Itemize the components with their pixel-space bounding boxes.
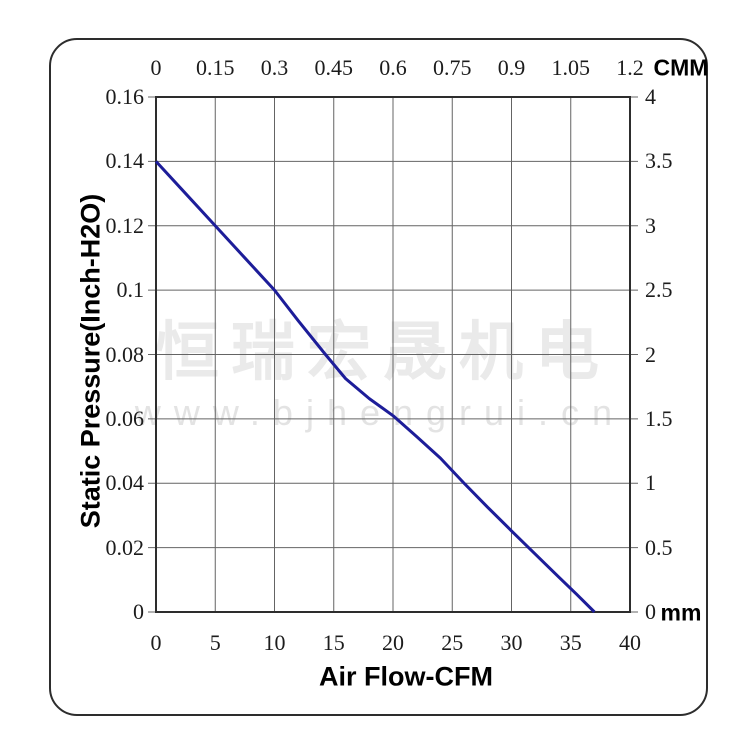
right-axis-tick-label: 1.5 [645, 405, 673, 431]
right-axis-tick-label: 3 [645, 212, 656, 238]
left-axis-tick-label: 0 [133, 599, 144, 624]
top-axis-tick-label: 0.45 [314, 55, 354, 80]
right-axis-tick-label: 0.5 [645, 534, 673, 560]
left-axis-tick-label: 0.08 [105, 341, 145, 367]
bottom-axis-tick-label: 30 [500, 630, 523, 655]
left-axis-tick-label: 0.16 [105, 84, 145, 109]
top-axis-tick-label: 1.2 [616, 55, 644, 80]
left-axis-tick-label: 0.1 [116, 277, 145, 303]
bottom-axis-tick-label: 35 [559, 630, 582, 655]
top-axis-tick-label: 1.05 [551, 55, 591, 80]
watermark-website-url: www.bjhengrui.cn [134, 392, 626, 433]
right-axis-tick-label: 1 [645, 470, 656, 496]
top-axis-tick-label: 0.6 [379, 55, 407, 80]
right-axis-tick-label: 0 [645, 599, 656, 624]
y-axis-title: Static Pressure(Inch-H2O) [75, 193, 106, 529]
right-axis-unit-label: mm [660, 599, 702, 626]
bottom-axis-tick-label: 15 [322, 630, 345, 655]
watermark-company-name: 恒瑞宏晟机电 [155, 316, 611, 388]
performance-curve [154, 160, 596, 614]
x-axis-title: Air Flow-CFM [319, 661, 493, 692]
bottom-axis-tick-label: 20 [382, 630, 404, 655]
left-axis-tick-label: 0.14 [105, 148, 145, 174]
top-axis-tick-label: 0 [150, 55, 162, 80]
bottom-axis-tick-label: 10 [263, 630, 286, 655]
left-axis-tick-label: 0.04 [105, 470, 145, 496]
right-axis-tick-label: 4 [645, 84, 656, 109]
top-axis-unit-label: CMM [653, 54, 709, 81]
top-axis-tick-label: 0.75 [433, 55, 472, 80]
right-axis-tick-label: 2.5 [645, 277, 673, 303]
figure-rounded-border [49, 38, 708, 716]
left-axis-tick-label: 0.06 [105, 405, 145, 431]
top-axis-tick-label: 0.15 [196, 55, 235, 80]
top-axis-tick-label: 0.3 [260, 55, 289, 80]
top-axis-tick-label: 0.9 [497, 55, 526, 80]
bottom-axis-tick-label: 0 [150, 630, 162, 655]
bottom-axis-tick-label: 40 [619, 630, 641, 655]
left-axis-tick-label: 0.02 [105, 534, 145, 560]
bottom-axis-tick-label: 25 [441, 630, 464, 655]
bottom-axis-tick-label: 5 [209, 630, 221, 655]
right-axis-tick-label: 3.5 [645, 148, 673, 174]
right-axis-tick-label: 2 [645, 341, 656, 367]
plot-frame [155, 96, 631, 613]
left-axis-tick-label: 0.12 [105, 212, 145, 238]
